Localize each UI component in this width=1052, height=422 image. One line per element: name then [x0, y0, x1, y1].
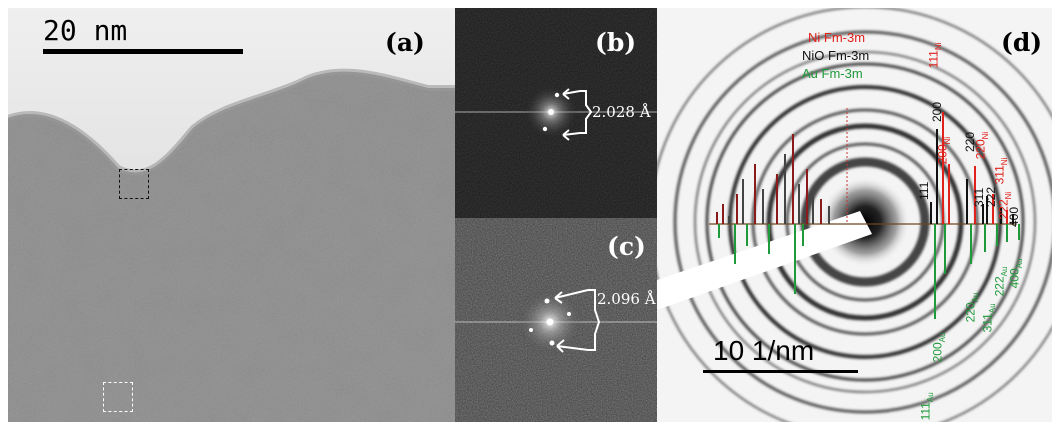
peak-label-au-200: 200Au — [930, 332, 947, 363]
d-spacing-b: 2.028 Å — [592, 103, 651, 121]
panel-label-a: (a) — [385, 28, 425, 57]
beam-stop — [657, 211, 872, 310]
peak-label-ni-111: 111Ni — [926, 42, 943, 69]
peak-label-au-220: 220Au — [963, 292, 980, 323]
peak-label-au-111: 111Au — [918, 392, 935, 421]
legend-nio: NiO Fm-3m — [802, 48, 870, 63]
fft-panel-c: (c) 2.096 Å — [455, 218, 657, 422]
peak-label-nio-400: 400 — [1007, 206, 1021, 227]
panel-label-c: (c) — [607, 232, 646, 261]
peak-label-nio-222: 222 — [984, 186, 998, 207]
scale-bar-d — [703, 370, 858, 373]
legend-au: Au Fm-3m — [802, 66, 863, 81]
peak-label-au-311: 311Au — [980, 303, 997, 333]
region-box-c — [103, 382, 133, 412]
scale-bar-a — [43, 49, 243, 54]
peak-label-nio-111: 111 — [917, 181, 931, 200]
peak-label-au-400: 400Au — [1007, 258, 1024, 289]
scale-bar-label-a: 20 nm — [43, 14, 128, 47]
fft-pattern-b — [455, 8, 657, 218]
panel-label-d: (d) — [1001, 28, 1043, 57]
panel-label-b: (b) — [595, 28, 637, 57]
peak-label-ni-200: 200Ni — [935, 136, 952, 165]
fft-panel-b: (b) 2.028 Å — [455, 8, 657, 218]
saed-pattern — [657, 8, 1052, 422]
peak-label-nio-220: 220 — [963, 131, 977, 152]
saed-panel: (d) 10 1/nm Ni Fm-3m NiO Fm-3m Au Fm-3m … — [657, 8, 1052, 422]
peak-label-ni-311: 311Ni — [992, 157, 1009, 185]
fft-pattern-c — [455, 218, 657, 422]
d-spacing-c: 2.096 Å — [597, 290, 656, 308]
hrtem-image-panel: 20 nm (a) — [8, 8, 455, 422]
peak-label-nio-200: 200 — [930, 101, 944, 122]
legend-ni: Ni Fm-3m — [808, 30, 866, 45]
peak-label-au-222: 222Au — [992, 266, 1009, 297]
scale-bar-label-d: 10 1/nm — [713, 335, 815, 366]
region-box-b — [119, 169, 149, 199]
hrtem-texture — [8, 8, 455, 422]
